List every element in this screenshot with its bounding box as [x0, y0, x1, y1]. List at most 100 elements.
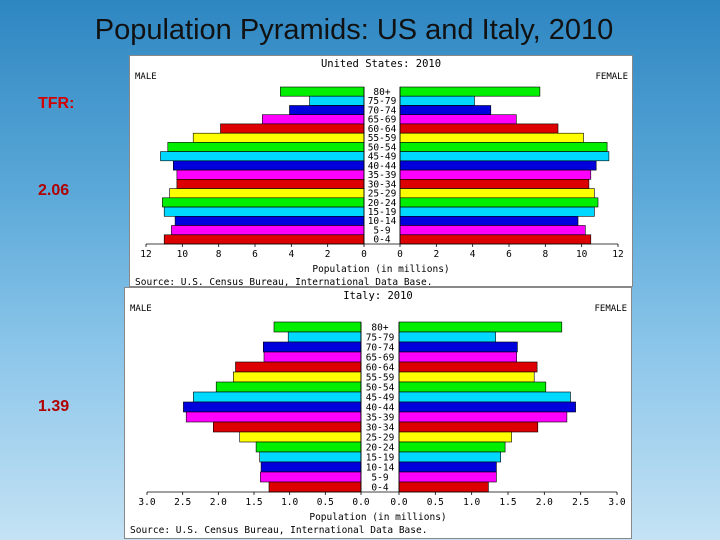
slide-title: Population Pyramids: US and Italy, 2010	[94, 14, 614, 46]
x-tick-label-right: 12	[612, 249, 623, 260]
x-tick-label-right: 2.5	[572, 497, 589, 508]
bar-male-10-14	[174, 216, 365, 226]
bar-female-35-39	[398, 411, 568, 423]
source-note: Source: U.S. Census Bureau, Internationa…	[135, 277, 432, 286]
bar-female-55-59	[398, 371, 535, 383]
bar-male-15-19	[259, 451, 362, 463]
bar-female-40-44	[398, 401, 576, 413]
x-tick-label-left: 4	[288, 249, 294, 260]
age-label: 20-24	[368, 198, 397, 209]
x-tick-label-left: 8	[216, 249, 222, 260]
bar-female-45-49	[398, 391, 571, 403]
bar-female-75-79	[398, 331, 496, 343]
bar-male-5-9	[260, 471, 362, 483]
age-label: 30-34	[368, 179, 397, 190]
bar-male-65-69	[262, 114, 365, 125]
x-tick-label-left: 2.5	[174, 497, 191, 508]
age-label: 65-69	[368, 115, 397, 126]
age-label: 80+	[373, 87, 390, 98]
bar-female-50-54	[398, 381, 547, 393]
age-label: 5-9	[373, 225, 390, 236]
bar-female-40-44	[399, 160, 597, 171]
age-label: 15-19	[368, 207, 397, 218]
bar-male-5-9	[171, 225, 365, 235]
age-label: 40-44	[366, 403, 395, 414]
x-tick-label-right: 10	[576, 249, 588, 260]
bar-male-20-24	[162, 197, 365, 208]
x-tick-label-right: 1.5	[499, 497, 516, 508]
x-tick-label-right: 3.0	[608, 497, 625, 508]
chart-title: United States: 2010	[321, 58, 441, 70]
bar-male-50-54	[215, 381, 362, 393]
us-pyramid-panel: United States: 2010 MALE FEMALE 80+ 75-79 70-…	[129, 55, 633, 287]
age-label: 25-29	[366, 433, 395, 444]
age-label: 0-4	[373, 235, 390, 246]
x-tick-label-right: 6	[506, 249, 512, 260]
x-tick-label-left: 2	[325, 249, 331, 260]
bar-female-80+	[399, 86, 541, 97]
bar-female-65-69	[399, 114, 517, 125]
age-label: 35-39	[368, 170, 397, 181]
bar-male-25-29	[239, 431, 362, 443]
bar-male-55-59	[192, 132, 365, 143]
bar-female-10-14	[398, 461, 497, 473]
bar-female-20-24	[398, 441, 506, 453]
age-label: 5-9	[371, 473, 388, 484]
bar-male-20-24	[255, 441, 362, 453]
x-tick-label-left: 0	[361, 249, 367, 260]
x-tick-label-right: 0	[397, 249, 403, 260]
bar-male-75-79	[287, 331, 362, 343]
x-tick-label-left: 0.0	[352, 497, 369, 508]
female-label: FEMALE	[595, 72, 628, 82]
age-label: 45-49	[368, 152, 397, 163]
age-label: 25-29	[368, 189, 397, 200]
x-tick-label-right: 1.0	[463, 497, 480, 508]
age-label: 70-74	[368, 105, 397, 116]
bar-female-25-29	[399, 188, 595, 199]
bar-male-60-64	[220, 123, 365, 134]
x-tick-label-left: 3.0	[138, 497, 155, 508]
age-label: 45-49	[366, 393, 395, 404]
bar-male-25-29	[169, 188, 365, 199]
x-tick-label-left: 2.0	[210, 497, 227, 508]
bar-female-35-39	[399, 169, 592, 180]
italy-pyramid-panel: Italy: 2010 MALE FEMALE 80+ 75-79 70-74 65-69 6…	[124, 287, 632, 539]
bar-male-80+	[273, 321, 362, 333]
bar-female-5-9	[399, 225, 586, 235]
x-tick-label-right: 2.0	[536, 497, 553, 508]
italy-tfr-value: 1.39	[38, 398, 70, 415]
bar-male-80+	[280, 86, 365, 97]
age-label: 75-79	[368, 96, 397, 107]
age-label: 55-59	[366, 373, 395, 384]
x-tick-label-left: 0.5	[317, 497, 334, 508]
age-label: 20-24	[366, 443, 395, 454]
age-label: 35-39	[366, 413, 395, 424]
bar-female-60-64	[398, 361, 538, 373]
italy-population-pyramid: Italy: 2010 MALE FEMALE 80+75-7970-7465-696…	[130, 290, 627, 536]
bar-male-35-39	[176, 169, 365, 180]
bar-female-20-24	[399, 197, 599, 208]
bar-female-0-4	[399, 234, 592, 245]
bar-male-75-79	[309, 95, 365, 106]
age-label: 70-74	[366, 343, 395, 354]
x-tick-label-right: 8	[542, 249, 548, 260]
bar-female-25-29	[398, 431, 512, 443]
bar-female-30-34	[399, 179, 590, 189]
bar-female-5-9	[398, 471, 497, 483]
bar-female-30-34	[398, 421, 539, 433]
age-label: 75-79	[366, 333, 395, 344]
age-label: 55-59	[368, 133, 397, 144]
age-label: 50-54	[366, 383, 395, 394]
male-label: MALE	[130, 304, 152, 314]
x-tick-label-left: 12	[140, 249, 151, 260]
x-tick-label-left: 6	[252, 249, 258, 260]
age-label: 80+	[371, 323, 388, 334]
bar-male-40-44	[172, 160, 365, 171]
age-label: 60-64	[366, 363, 395, 374]
bar-female-70-74	[399, 105, 492, 115]
bar-female-70-74	[398, 341, 518, 353]
female-label: FEMALE	[594, 304, 627, 314]
x-tick-label-right: 0.5	[427, 497, 444, 508]
bar-female-65-69	[398, 351, 517, 363]
age-label: 50-54	[368, 142, 397, 153]
